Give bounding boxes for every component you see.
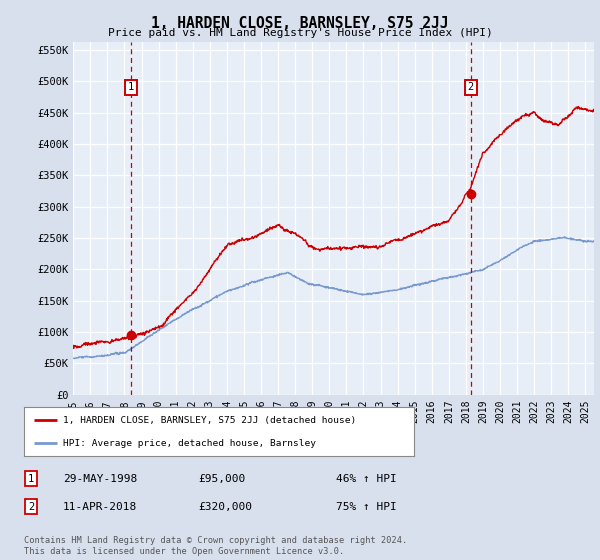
Text: 29-MAY-1998: 29-MAY-1998 (63, 474, 137, 484)
Text: 46% ↑ HPI: 46% ↑ HPI (336, 474, 397, 484)
Text: 1, HARDEN CLOSE, BARNSLEY, S75 2JJ: 1, HARDEN CLOSE, BARNSLEY, S75 2JJ (151, 16, 449, 31)
Text: HPI: Average price, detached house, Barnsley: HPI: Average price, detached house, Barn… (63, 438, 316, 447)
Text: 1, HARDEN CLOSE, BARNSLEY, S75 2JJ (detached house): 1, HARDEN CLOSE, BARNSLEY, S75 2JJ (deta… (63, 416, 356, 425)
Text: 1: 1 (28, 474, 34, 484)
Text: Price paid vs. HM Land Registry's House Price Index (HPI): Price paid vs. HM Land Registry's House … (107, 28, 493, 38)
Text: £95,000: £95,000 (198, 474, 245, 484)
Text: 2: 2 (467, 82, 473, 92)
Text: Contains HM Land Registry data © Crown copyright and database right 2024.
This d: Contains HM Land Registry data © Crown c… (24, 536, 407, 556)
Text: £320,000: £320,000 (198, 502, 252, 512)
Text: 1: 1 (128, 82, 134, 92)
Text: 75% ↑ HPI: 75% ↑ HPI (336, 502, 397, 512)
Text: 11-APR-2018: 11-APR-2018 (63, 502, 137, 512)
Text: 2: 2 (28, 502, 34, 512)
